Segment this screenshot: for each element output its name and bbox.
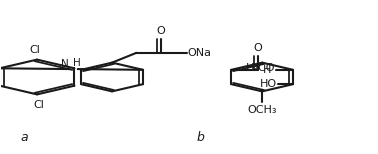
Text: H: H bbox=[263, 65, 271, 75]
Text: b: b bbox=[197, 131, 204, 144]
Text: O: O bbox=[156, 26, 165, 36]
Text: H₃CO: H₃CO bbox=[246, 63, 275, 73]
Text: O: O bbox=[253, 43, 262, 53]
Text: ONa: ONa bbox=[187, 48, 212, 58]
Text: H: H bbox=[73, 58, 81, 68]
Text: N: N bbox=[60, 59, 68, 69]
Text: OCH₃: OCH₃ bbox=[248, 105, 277, 115]
Text: HO: HO bbox=[260, 79, 277, 89]
Text: Cl: Cl bbox=[34, 100, 44, 110]
Text: Cl: Cl bbox=[30, 45, 40, 55]
Text: a: a bbox=[20, 131, 28, 144]
